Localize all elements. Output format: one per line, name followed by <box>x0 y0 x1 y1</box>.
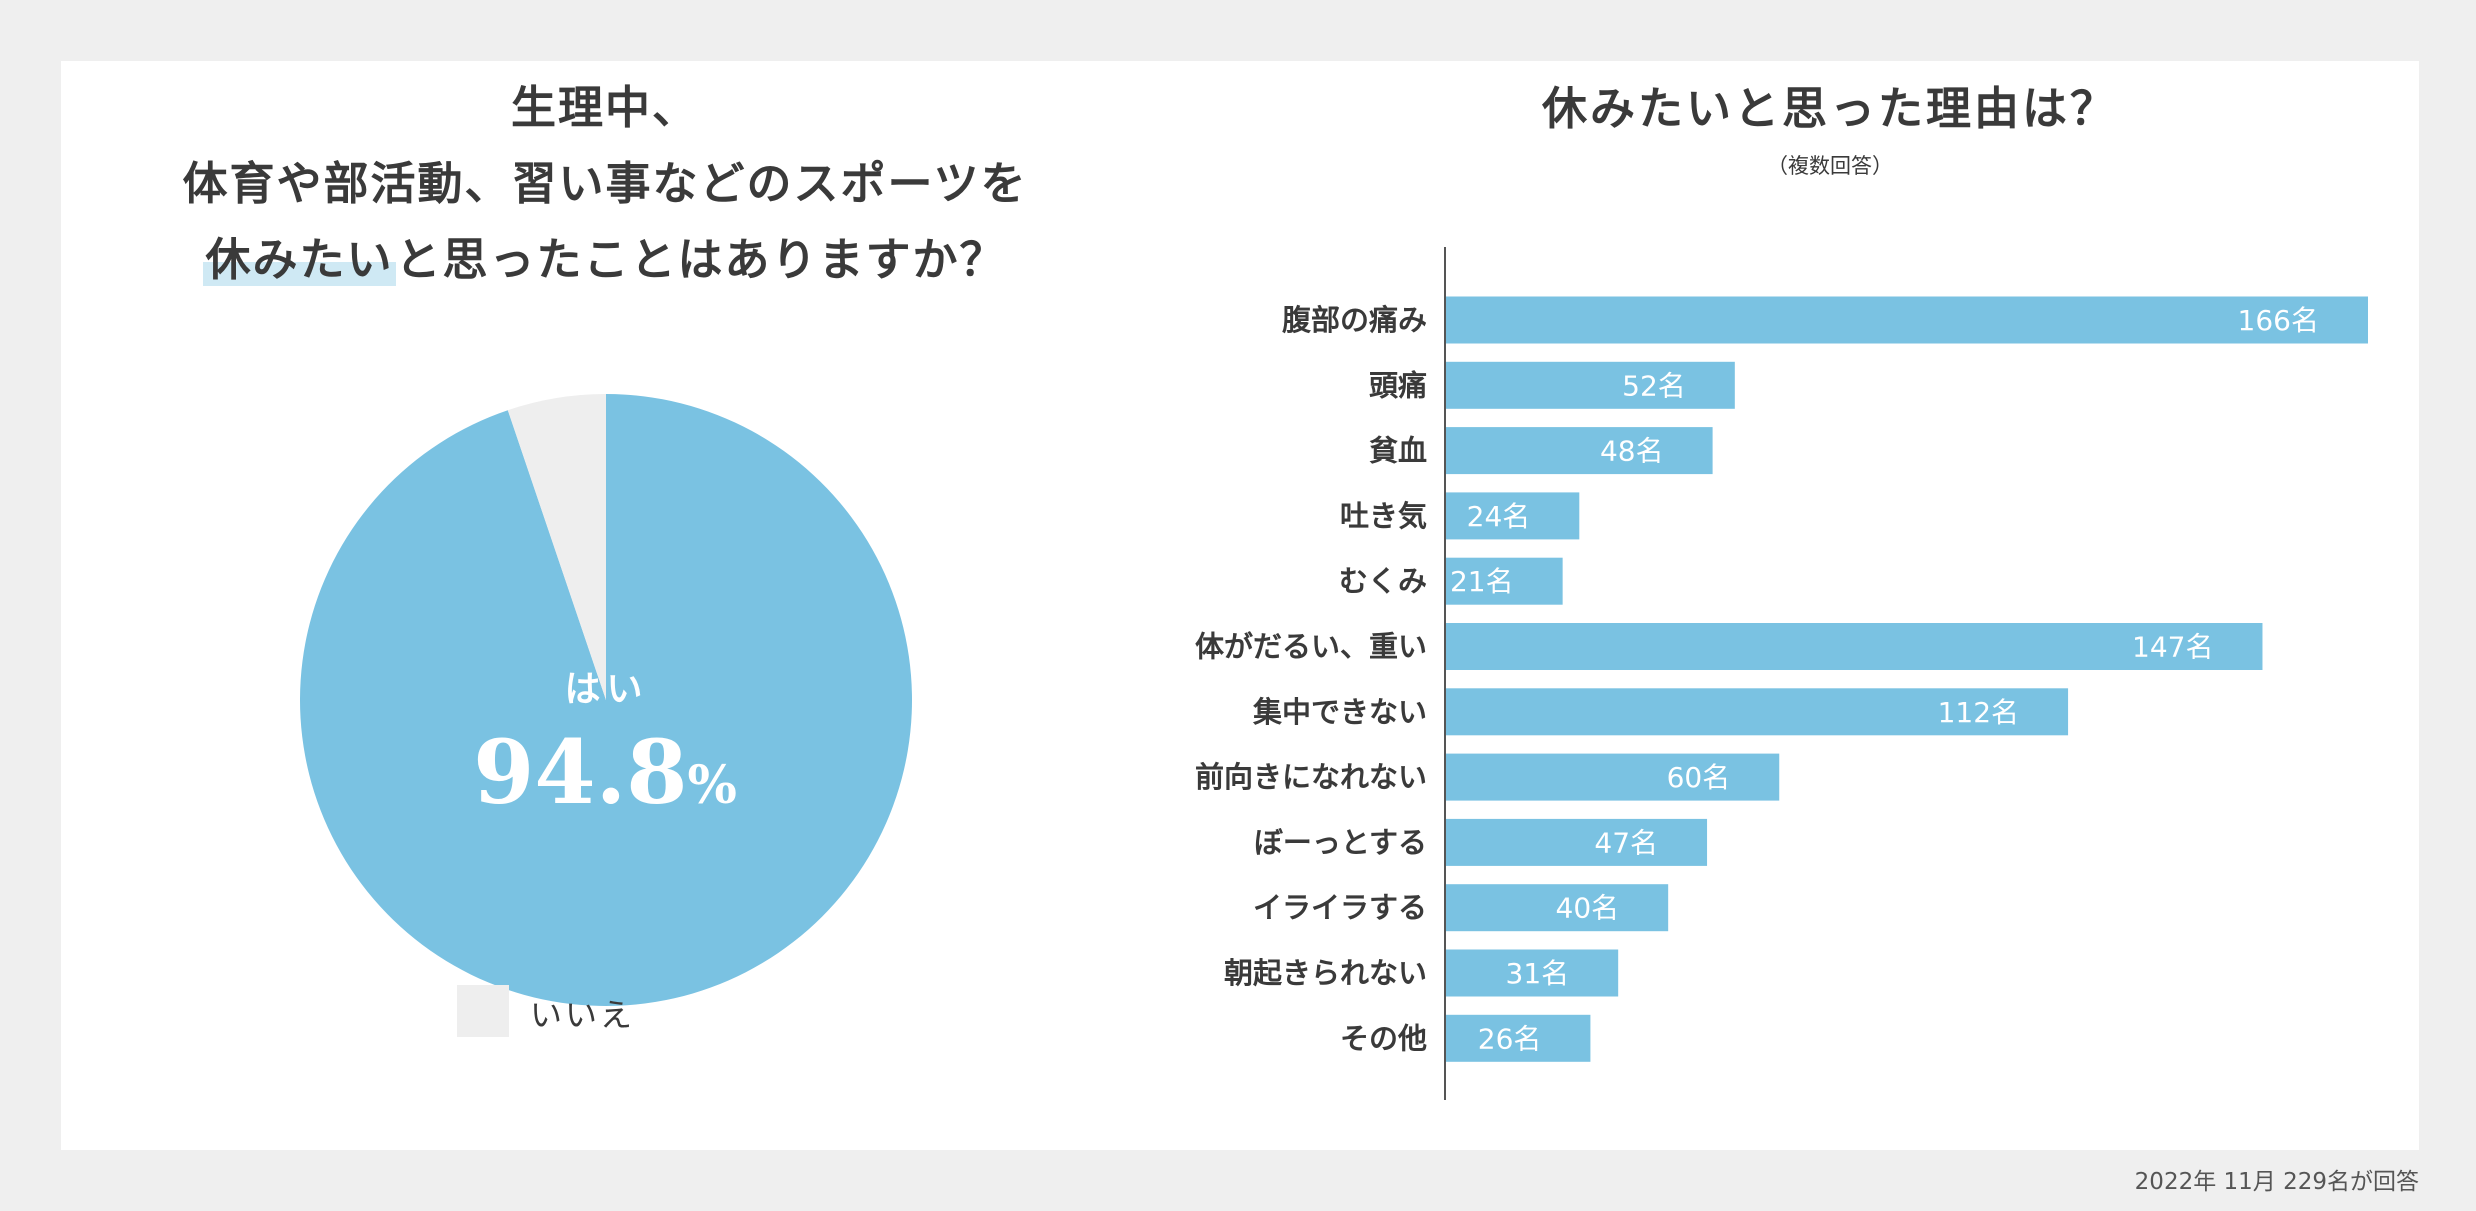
pie-yes-value: 94.8 <box>473 720 688 824</box>
bar-value-label: 60名 <box>1667 761 1731 794</box>
bar-10 <box>1446 949 1619 997</box>
pie-title-line1: 生理中、 <box>510 81 699 134</box>
pie-title-line3-rest: と思ったことはありますか？ <box>395 233 1007 286</box>
bar-value-label: 24名 <box>1467 500 1531 533</box>
bar-category-label: 前向きになれない <box>1195 760 1427 794</box>
bar-category-label: むくみ <box>1339 564 1427 598</box>
bar-9 <box>1446 884 1669 932</box>
bar-category-label: 吐き気 <box>1340 499 1427 533</box>
pie-yes-percentage: 94.8% <box>430 722 780 836</box>
bar-category-label: イライラする <box>1253 891 1427 925</box>
bar-value-label: 47名 <box>1594 826 1658 859</box>
bar-1 <box>1446 361 1735 409</box>
legend-no-label: いいえ <box>530 996 636 1034</box>
pie-slice-no <box>507 394 606 700</box>
bar-category-label: 集中できない <box>1252 695 1427 729</box>
bar-category-label: 体がだるい、重い <box>1195 630 1427 664</box>
bar-2 <box>1446 427 1713 475</box>
bar-6 <box>1446 688 2069 736</box>
legend-no-swatch <box>457 985 509 1037</box>
bar-11 <box>1446 1014 1591 1062</box>
pie-slice-yes <box>300 394 913 1006</box>
bar-value-label: 21名 <box>1450 565 1514 598</box>
bar-value-label: 40名 <box>1556 892 1620 925</box>
bar-7 <box>1446 753 1780 801</box>
survey-footnote: 2022年 11月 229名が回答 <box>2134 1169 2419 1195</box>
bar-category-label: 朝起きられない <box>1224 956 1427 990</box>
pie-title-line2: 体育や部活動、習い事などのスポーツを <box>182 157 1028 210</box>
bar-3 <box>1446 492 1580 540</box>
bar-value-label: 48名 <box>1600 435 1664 468</box>
bar-category-label: 貧血 <box>1369 434 1427 468</box>
bar-value-label: 147名 <box>2132 631 2213 664</box>
bar-value-label: 52名 <box>1622 369 1686 402</box>
bar-category-label: 頭痛 <box>1369 368 1427 402</box>
pie-chart-title: 生理中、 体育や部活動、習い事などのスポーツを 休みたいと思ったことはありますか… <box>100 70 1110 298</box>
pie-title-highlight: 休みたい <box>203 233 396 286</box>
bar-category-label: ぼーっとする <box>1254 825 1427 859</box>
bar-value-label: 26名 <box>1478 1022 1542 1055</box>
bar-5 <box>1446 623 2263 670</box>
bar-category-label: その他 <box>1340 1021 1427 1055</box>
bar-0 <box>1446 296 2368 344</box>
pie-yes-label: はい <box>564 669 649 710</box>
bar-value-label: 31名 <box>1506 957 1570 990</box>
bar-value-label: 112名 <box>1938 696 2019 729</box>
pie-yes-unit: % <box>687 755 737 816</box>
bar-4 <box>1446 557 1563 605</box>
bar-chart-title: 休みたいと思った理由は？ <box>1541 82 2118 135</box>
bar-8 <box>1446 818 1708 866</box>
bar-value-label: 166名 <box>2238 304 2319 337</box>
bar-category-label: 腹部の痛み <box>1282 303 1427 337</box>
pie-title-line3: 休みたいと思ったことはありますか？ <box>100 222 1110 298</box>
bar-chart-subtitle: （複数回答） <box>1767 154 1893 178</box>
